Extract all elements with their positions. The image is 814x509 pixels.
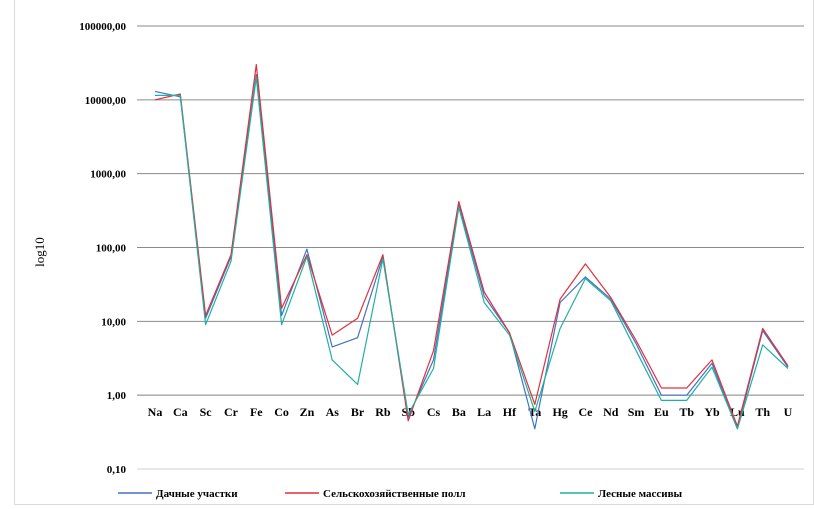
series-line [155,76,789,430]
x-tick-label: Na [148,405,163,419]
x-tick-label: La [477,405,491,419]
x-tick-label: Th [755,405,770,419]
x-tick-label: Br [351,405,365,419]
legend-entry: Дачные участки [156,488,238,500]
x-tick-label: Hf [503,405,517,419]
series-lines [154,63,789,430]
x-tick-label: Zn [300,405,315,419]
x-tick-label: Co [274,405,289,419]
x-tick-label: Sm [628,405,645,419]
y-tick-label: 0,10 [107,464,127,476]
y-tick-label: 100,00 [96,243,127,255]
x-tick-label: Cs [427,405,441,419]
x-tick-label: Ce [578,405,593,419]
x-tick-label: Cr [224,405,239,419]
y-tick-labels: 0,10 1,00 10,00 100,00 1000,00 10000,00 100000… [79,21,126,476]
x-tick-label: Eu [654,405,669,419]
x-tick-label: As [326,405,340,419]
x-tick-label: U [784,405,793,419]
y-tick-label: 1,00 [107,390,127,402]
legend-entry: Сельскохозяйственные полл [323,488,466,500]
x-tick-label: Tb [679,405,694,419]
series-line [154,63,789,427]
y-tick-label: 10,00 [101,316,126,328]
y-tick-label: 1000,00 [90,169,126,181]
x-tick-label: Rb [375,405,391,419]
legend-entry: Лесные массивы [598,488,683,500]
x-tick-label: Fe [250,405,263,419]
x-tick-labels: Na Ca Sc Cr Fe Co Zn As Br Rb Sb Cs Ba La Hf Ta Hg Ce Nd Sm… [148,405,793,419]
y-tick-label: 10000,00 [85,95,127,107]
legend: Дачные участки Сельскохозяйственные полл Л… [118,488,683,500]
x-tick-label: Yb [704,405,720,419]
x-tick-label: Hg [552,405,567,419]
x-tick-label: Ba [452,405,466,419]
y-tick-label: 100000,00 [79,21,126,33]
y-axis-label: log10 [32,237,47,267]
x-tick-label: Sc [200,405,213,419]
x-tick-label: Nd [603,405,619,419]
x-tick-label: Ca [173,405,188,419]
